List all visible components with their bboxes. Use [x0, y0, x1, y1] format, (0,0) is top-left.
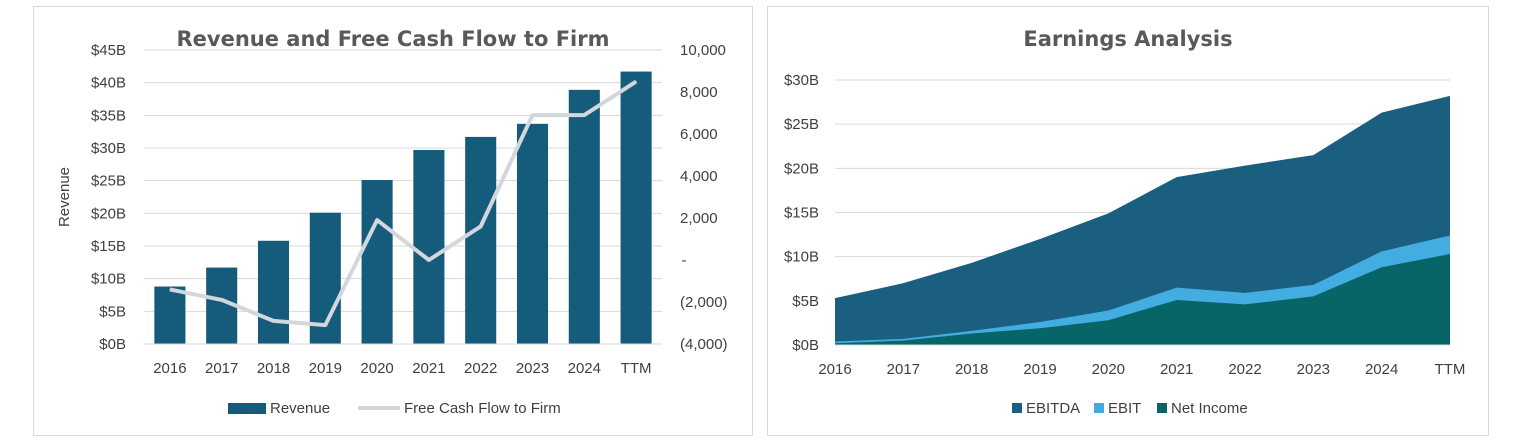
y-axis-title: Revenue — [56, 167, 73, 227]
legend-swatch-ebitda — [1012, 403, 1022, 413]
x-tick-label: TTM — [621, 360, 652, 377]
area-net-income — [835, 254, 1450, 345]
x-tick-label: 2019 — [1023, 361, 1056, 378]
fcff-point — [273, 320, 274, 322]
y2-tick-label: (2,000) — [680, 294, 728, 311]
revenue-bar — [257, 240, 290, 344]
fcff-point — [583, 114, 585, 116]
y-tick-label: $40B — [91, 75, 126, 92]
x-tick-label: 2017 — [205, 360, 238, 377]
earnings-analysis-chart: Earnings Analysis $0B $5B $10B $15B $20B $25B $… — [784, 27, 1466, 417]
revenue-fcf-chart-panel: Revenue and Free Cash Flow to Firm $0B $5B… — [33, 6, 753, 436]
y-tick-label: $15B — [91, 238, 126, 255]
y-tick-label: $5B — [792, 293, 819, 310]
fcff-point — [221, 299, 223, 301]
revenue-bar — [516, 123, 549, 345]
x-tick-label: 2023 — [516, 360, 549, 377]
y-tick-label: $45B — [91, 42, 126, 59]
earnings-analysis-chart-panel: Earnings Analysis $0B $5B $10B $15B $20B $25B $… — [767, 6, 1489, 436]
x-tick-label: 2020 — [1092, 361, 1125, 378]
y-tick-label: $25B — [91, 173, 126, 190]
y-tick-label: $30B — [91, 140, 126, 157]
x-tick-label: TTM — [1435, 361, 1466, 378]
x-tick-label: 2022 — [1228, 361, 1261, 378]
revenue-fcf-chart: Revenue and Free Cash Flow to Firm $0B $5B… — [56, 27, 728, 417]
y-tick-label: $35B — [91, 107, 126, 124]
fcff-point — [428, 259, 430, 261]
y2-tick-label: 8,000 — [680, 84, 718, 101]
revenue-bar — [620, 71, 652, 344]
chart-title: Revenue and Free Cash Flow to Firm — [176, 27, 609, 51]
area-ebitda — [835, 95, 1450, 346]
y2-tick-label: 4,000 — [680, 168, 718, 185]
x-tick-label: 2016 — [818, 361, 851, 378]
legend-label-ebit: EBIT — [1108, 400, 1141, 417]
y-tick-label: $10B — [91, 271, 126, 288]
y-tick-label: $15B — [784, 205, 819, 222]
y-tick-label: $25B — [784, 116, 819, 133]
y2-tick-label: - — [682, 252, 687, 269]
legend-swatch-revenue — [228, 403, 266, 414]
x-tick-label: 2019 — [309, 360, 342, 377]
fcff-point — [169, 288, 171, 290]
y-tick-label: $20B — [784, 160, 819, 177]
fcff-point — [324, 324, 326, 326]
x-tick-label: 2024 — [1365, 361, 1398, 378]
x-tick-label: 2016 — [153, 360, 186, 377]
revenue-bar — [465, 136, 497, 344]
y-tick-label: $20B — [91, 205, 126, 222]
fcff-point — [480, 225, 482, 227]
x-tick-label: 2018 — [257, 360, 290, 377]
revenue-bar — [413, 149, 445, 344]
x-tick-label: 2018 — [955, 361, 988, 378]
revenue-bar — [361, 180, 393, 344]
x-tick-label: 2017 — [887, 361, 920, 378]
y-tick-label: $10B — [784, 249, 819, 266]
revenue-bar — [568, 89, 600, 344]
y2-tick-label: 6,000 — [680, 126, 718, 143]
fcff-point — [532, 114, 533, 116]
revenue-bar — [154, 286, 186, 344]
legend-swatch-ebit — [1094, 403, 1104, 413]
y-tick-label: $0B — [99, 336, 126, 353]
x-tick-label: 2023 — [1297, 361, 1330, 378]
x-tick-label: 2020 — [360, 360, 393, 377]
y-tick-label: $30B — [784, 72, 819, 89]
fcff-point — [376, 219, 378, 221]
legend-label-net-income: Net Income — [1171, 400, 1248, 417]
y-tick-label: $0B — [792, 337, 819, 354]
y2-tick-label: 2,000 — [680, 210, 718, 227]
y-tick-label: $5B — [99, 303, 126, 320]
x-tick-label: 2021 — [1160, 361, 1193, 378]
x-tick-label: 2022 — [464, 360, 497, 377]
fcff-point — [635, 81, 637, 82]
legend-label-revenue: Revenue — [270, 400, 330, 417]
x-tick-label: 2021 — [412, 360, 445, 377]
legend-label-fcff: Free Cash Flow to Firm — [404, 400, 561, 417]
legend-label-ebitda: EBITDA — [1026, 400, 1080, 417]
x-tick-label: 2024 — [568, 360, 601, 377]
y2-tick-label: (4,000) — [680, 336, 728, 353]
fcff-line — [169, 79, 638, 328]
chart-title: Earnings Analysis — [1023, 27, 1232, 51]
y2-tick-label: 10,000 — [680, 42, 726, 59]
legend-swatch-net-income — [1157, 403, 1167, 413]
